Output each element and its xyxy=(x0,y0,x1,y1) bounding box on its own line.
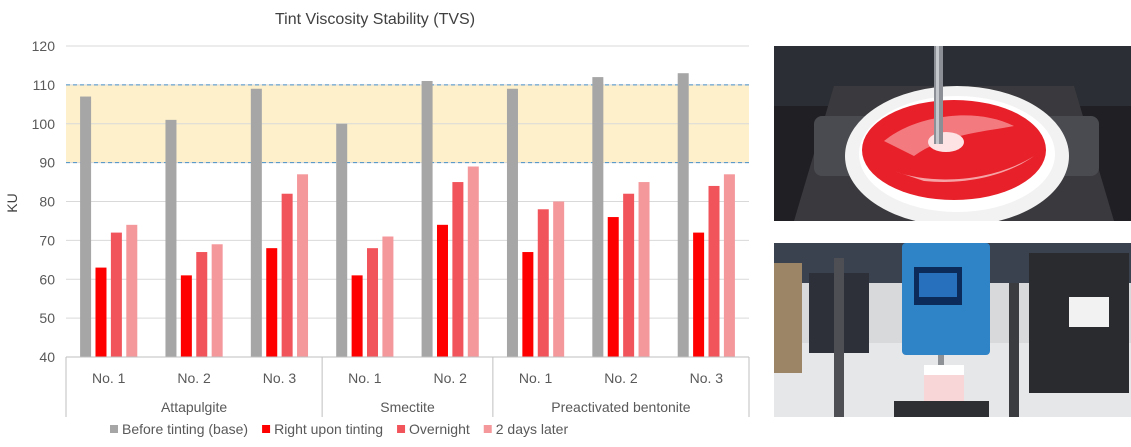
mixer-photo xyxy=(774,46,1131,221)
bar xyxy=(382,236,394,357)
bar xyxy=(708,185,720,357)
bar xyxy=(677,73,689,358)
x-category-label: No. 1 xyxy=(519,370,553,386)
bar xyxy=(367,248,379,357)
legend-swatch xyxy=(110,425,118,433)
bar xyxy=(196,252,208,357)
y-axis-label: KU xyxy=(4,193,20,212)
y-tick-label: 90 xyxy=(39,155,55,171)
viscometer-photo xyxy=(774,243,1131,417)
bar xyxy=(281,193,293,357)
x-group-labels: Attapulgite Smectite Preactivated bentonit… xyxy=(65,357,750,417)
x-category-label: No. 2 xyxy=(433,370,467,386)
bar xyxy=(351,275,363,357)
x-category-label: No. 2 xyxy=(604,370,638,386)
legend-swatch xyxy=(397,425,406,433)
legend-label: Before tinting (base) xyxy=(122,421,248,437)
bars xyxy=(80,73,735,358)
x-group-label: Preactivated bentonite xyxy=(551,399,691,415)
y-tick-label: 120 xyxy=(32,38,56,54)
x-category-label: No. 1 xyxy=(348,370,382,386)
x-category-labels: No. 1 No. 2 No. 3 No. 1 No. 2 No. 1 No. 2 No. 3 xyxy=(92,370,723,386)
bar xyxy=(297,174,309,357)
y-tick-label: 50 xyxy=(39,310,55,326)
bar xyxy=(638,182,650,357)
legend-label: Right upon tinting xyxy=(274,421,383,437)
bar xyxy=(436,224,448,357)
bar xyxy=(80,96,92,357)
bar xyxy=(211,244,223,357)
y-tick-label: 110 xyxy=(33,77,56,93)
x-category-label: No. 1 xyxy=(92,370,126,386)
bar xyxy=(110,232,122,357)
bar xyxy=(421,80,433,358)
bar xyxy=(467,166,479,357)
bar xyxy=(553,201,565,357)
bar xyxy=(607,217,619,357)
y-tick-label: 60 xyxy=(39,271,55,287)
bar xyxy=(693,232,705,357)
bar xyxy=(266,248,278,357)
bar xyxy=(723,174,735,357)
bar xyxy=(126,224,138,357)
bar xyxy=(180,275,192,357)
legend-swatch xyxy=(262,425,271,433)
bar xyxy=(95,267,107,357)
bar xyxy=(592,77,604,357)
legend-swatch xyxy=(483,425,492,433)
bar xyxy=(165,119,177,357)
bar xyxy=(336,123,348,357)
legend-label: Overnight xyxy=(409,421,470,437)
bar xyxy=(623,193,635,357)
bar xyxy=(506,88,518,357)
chart-title: Tint Viscosity Stability (TVS) xyxy=(275,11,475,28)
x-category-label: No. 2 xyxy=(177,370,211,386)
y-tick-label: 40 xyxy=(39,349,55,365)
y-tick-label: 80 xyxy=(39,194,55,210)
x-category-label: No. 3 xyxy=(263,370,297,386)
bar xyxy=(537,209,549,357)
x-category-label: No. 3 xyxy=(690,370,724,386)
bar xyxy=(452,182,464,357)
y-tick-labels: 40 50 60 70 80 90 100 110 120 xyxy=(32,38,56,365)
bar xyxy=(522,252,534,357)
legend: Before tinting (base) Right upon tinting O… xyxy=(110,421,568,437)
x-group-label: Attapulgite xyxy=(161,399,227,415)
x-group-label: Smectite xyxy=(380,399,435,415)
y-tick-label: 100 xyxy=(32,116,56,132)
y-tick-label: 70 xyxy=(39,232,55,248)
bar xyxy=(250,88,262,357)
legend-label: 2 days later xyxy=(496,421,569,437)
